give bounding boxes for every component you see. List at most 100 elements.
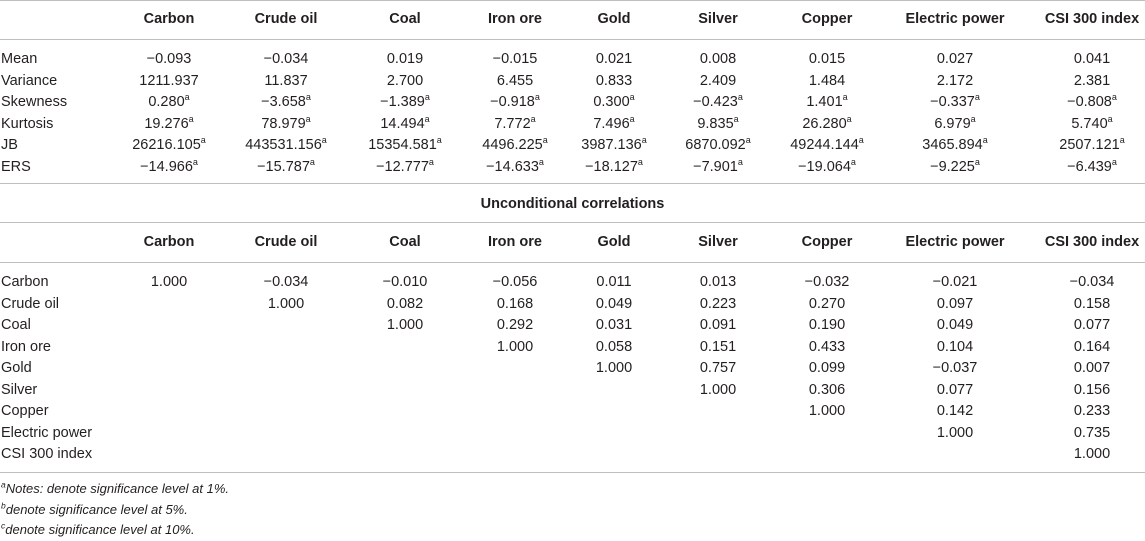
table-cell: 2.381 xyxy=(1074,71,1110,93)
table-cell: −6.439a xyxy=(1067,157,1117,179)
table-cell: 1211.937 xyxy=(139,71,198,93)
table-header: Carbon Crude oil Coal Iron ore Gold Silv… xyxy=(0,0,1145,40)
table-row: Skewness 0.280a −3.658a −1.389a −0.918a 0.300… xyxy=(0,92,1145,114)
table-cell: 2.700 xyxy=(387,71,423,93)
statistics-table: Carbon Crude oil Coal Iron ore Gold Silv… xyxy=(0,0,1145,473)
significance-marker: a xyxy=(846,113,852,124)
cell-value: 0.280 xyxy=(148,94,185,110)
table-row: Coal 1.000 0.292 0.031 0.091 0.190 0.049 0.077 xyxy=(0,315,1145,337)
significance-marker: a xyxy=(309,156,315,167)
cell-value: 15354.581 xyxy=(368,137,437,153)
table-cell: 1.401a xyxy=(806,92,847,114)
table-cell: 3465.894a xyxy=(922,135,988,157)
significance-marker: a xyxy=(1119,135,1125,146)
table-cell: 4496.225a xyxy=(482,135,548,157)
table-cell: 0.027 xyxy=(937,49,973,71)
row-label: Skewness xyxy=(1,94,68,110)
table-cell: 0.049 xyxy=(936,317,974,333)
table-cell: 0.233 xyxy=(1073,403,1111,419)
significance-marker: a xyxy=(305,113,311,124)
cell-value: −0.423 xyxy=(693,94,738,110)
significance-marker: a xyxy=(1111,92,1117,103)
table-cell: −9.225a xyxy=(930,157,980,179)
significance-marker: a xyxy=(192,156,198,167)
table-cell: −0.037 xyxy=(932,360,978,376)
table-cell: 0.757 xyxy=(699,360,737,376)
table-cell: 78.979a xyxy=(261,114,310,136)
table-cell: 0.013 xyxy=(699,274,737,290)
column-header: Coal xyxy=(389,234,421,250)
significance-marker: a xyxy=(637,156,643,167)
table-cell: 0.041 xyxy=(1074,49,1110,71)
table-cell: −0.015 xyxy=(493,49,538,71)
column-header: Silver xyxy=(698,11,738,27)
correlation-body: Carbon 1.000 −0.034 −0.010 −0.056 0.011 0.013 −… xyxy=(0,263,1145,473)
table-cell: 11.837 xyxy=(264,71,307,93)
cell-value: 26.280 xyxy=(802,115,847,132)
significance-marker: a xyxy=(534,92,540,103)
column-header: CSI 300 index xyxy=(1044,234,1140,250)
row-label: Variance xyxy=(1,72,58,89)
table-cell: 0.099 xyxy=(808,360,846,376)
table-cell: −18.127a xyxy=(585,157,643,179)
section-subtitle-row: Unconditional correlations xyxy=(0,184,1145,223)
note-line: cdenote significance level at 10%. xyxy=(1,520,229,541)
cell-value: −18.127 xyxy=(585,158,638,175)
table-cell: 9.835a xyxy=(697,114,738,136)
table-cell: 15354.581a xyxy=(368,135,442,157)
table-cell: 6.979a xyxy=(934,114,975,136)
significance-marker: a xyxy=(188,113,194,124)
significance-marker: a xyxy=(974,156,980,167)
significance-marker: a xyxy=(305,92,311,103)
significance-marker: a xyxy=(737,92,743,103)
cell-value: 6.979 xyxy=(934,115,971,132)
table-cell: 0.082 xyxy=(386,295,424,312)
row-label: Kurtosis xyxy=(1,115,54,132)
cell-value: −14.966 xyxy=(140,158,193,175)
table-row: Crude oil 1.000 0.082 0.168 0.049 0.223 0.270 0… xyxy=(0,294,1145,316)
table-row: Iron ore 1.000 0.058 0.151 0.433 0.104 0.164 xyxy=(0,337,1145,359)
table-cell: 0.021 xyxy=(596,49,632,71)
cell-value: 14.494 xyxy=(380,115,425,132)
significance-marker: a xyxy=(850,156,856,167)
cell-value: −14.633 xyxy=(486,158,539,175)
significance-marker: a xyxy=(858,135,864,146)
cell-value: 78.979 xyxy=(261,115,306,132)
significance-marker: a xyxy=(428,156,434,167)
cell-value: −19.064 xyxy=(798,158,851,175)
table-cell: 6.455 xyxy=(497,71,533,93)
table-cell: −3.658a xyxy=(261,92,311,114)
table-cell: 0.190 xyxy=(808,317,846,333)
table-notes: aNotes: denote significance level at 1%.… xyxy=(1,479,229,541)
table-cell: 0.223 xyxy=(699,295,737,312)
table-cell: 1.000 xyxy=(699,381,737,398)
table-cell: −19.064a xyxy=(798,157,856,179)
table-cell: 0.433 xyxy=(808,338,846,355)
table-cell: 0.015 xyxy=(809,49,845,71)
table-cell: 1.000 xyxy=(496,338,534,355)
cell-value: 0.015 xyxy=(808,51,846,67)
table-cell: −0.918a xyxy=(490,92,540,114)
significance-marker: a xyxy=(1111,156,1117,167)
section-subtitle: Unconditional correlations xyxy=(480,196,665,212)
column-header: Iron ore xyxy=(488,234,542,250)
row-label: Coal xyxy=(1,317,31,333)
cell-value: 0.041 xyxy=(1073,51,1111,67)
significance-marker: a xyxy=(424,92,430,103)
table-row: Mean −0.093 −0.034 0.019 −0.015 0.021 0.008 0.0… xyxy=(0,49,1145,71)
row-label: Copper xyxy=(1,403,49,419)
table-row: ERS −14.966a −15.787a −12.777a −14.633a −18.1… xyxy=(0,157,1145,179)
row-label: Electric power xyxy=(1,424,93,441)
table-cell: 7.772a xyxy=(494,114,535,136)
cell-value: 0.027 xyxy=(936,51,974,67)
cell-value: 1.401 xyxy=(806,94,843,110)
table-cell: 0.049 xyxy=(595,295,633,312)
cell-value: 6.455 xyxy=(496,72,534,89)
row-label: Silver xyxy=(1,381,38,398)
table-cell: 0.168 xyxy=(496,295,534,312)
table-cell: 443531.156a xyxy=(245,135,327,157)
column-header: Electric power xyxy=(905,234,1005,250)
cell-value: −0.808 xyxy=(1067,94,1112,110)
note-text: denote significance level at 10%. xyxy=(5,522,195,537)
column-header: Gold xyxy=(597,11,631,27)
